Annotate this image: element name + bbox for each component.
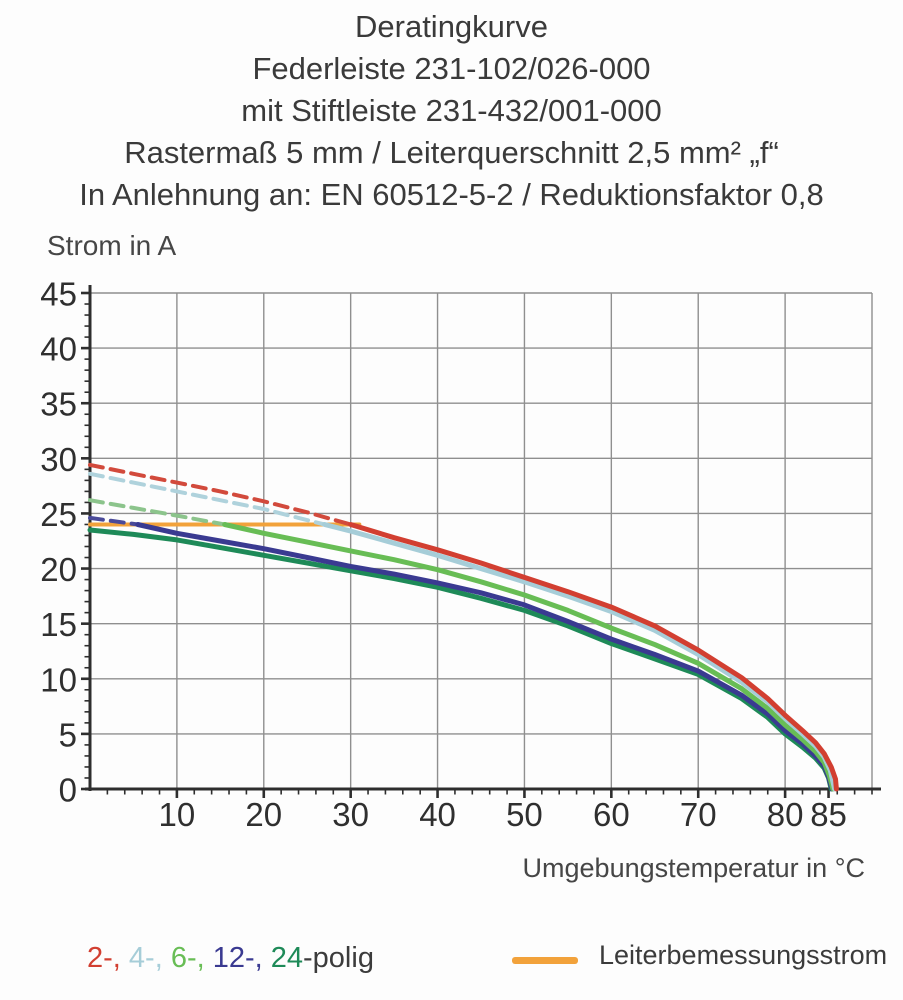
legend-pole-item-4: 24 [270,942,304,974]
legend-pole-item-2: 6-, [170,942,213,974]
x-tick-label-80: 80 [767,796,804,833]
legend-pole-item-3: 12-, [212,942,271,974]
y-tick-label-35: 35 [40,386,77,423]
curve-6-polig [222,522,836,792]
x-tick-label-40: 40 [419,796,456,833]
curve-6-polig-dashed [88,498,227,527]
x-tick-label-30: 30 [332,796,369,833]
y-tick-label-40: 40 [40,331,77,368]
title-line-2: Federleiste 231-102/026-000 [252,51,651,86]
x-tick-label-20: 20 [245,796,282,833]
legend-pole-item-0: 2-, [87,942,129,974]
x-tick-label-70: 70 [680,796,717,833]
curve-4-polig [322,522,838,792]
y-tick-label-15: 15 [40,606,77,643]
curve-4-polig-dashed [88,471,327,527]
title-line-1: Deratingkurve [355,9,548,44]
title-line-4: Rastermaß 5 mm / Leiterquerschnitt 2,5 m… [124,135,779,170]
x-tick-label-50: 50 [506,796,543,833]
curve-12-polig [135,522,835,792]
x-tick-label-85: 85 [810,796,847,833]
x-tick-label-60: 60 [593,796,630,833]
y-tick-label-30: 30 [40,441,77,478]
y-tick-label-5: 5 [59,716,77,753]
y-tick-label-10: 10 [40,661,77,698]
x-axis-title: Umgebungstemperatur in °C [522,853,865,883]
chart-title-block: Deratingkurve Federleiste 231-102/026-00… [0,6,903,216]
rated-current-line-swatch [512,957,578,964]
x-tick-label-10: 10 [159,796,196,833]
rated-current-label: Leiterbemessungsstrom [599,940,888,970]
title-line-3: mit Stiftleiste 231-432/001-000 [241,93,662,128]
curve-2-polig-dashed [88,462,353,527]
title-line-5: In Anlehnung an: EN 60512-5-2 / Reduktio… [79,177,824,212]
curve-12-polig-dashed [88,515,140,527]
y-tick-label-0: 0 [59,772,77,809]
legend-pole-item-1: 4-, [128,942,171,974]
y-tick-label-45: 45 [40,276,77,313]
legend-pole-item-5: -polig [303,942,374,974]
y-tick-label-25: 25 [40,496,77,533]
y-tick-label-20: 20 [40,551,77,588]
y-axis-title: Strom in A [47,230,177,261]
legend-poles: 2-, 4-, 6-, 12-, 24-polig [87,942,374,975]
curve-2-polig [348,522,839,792]
